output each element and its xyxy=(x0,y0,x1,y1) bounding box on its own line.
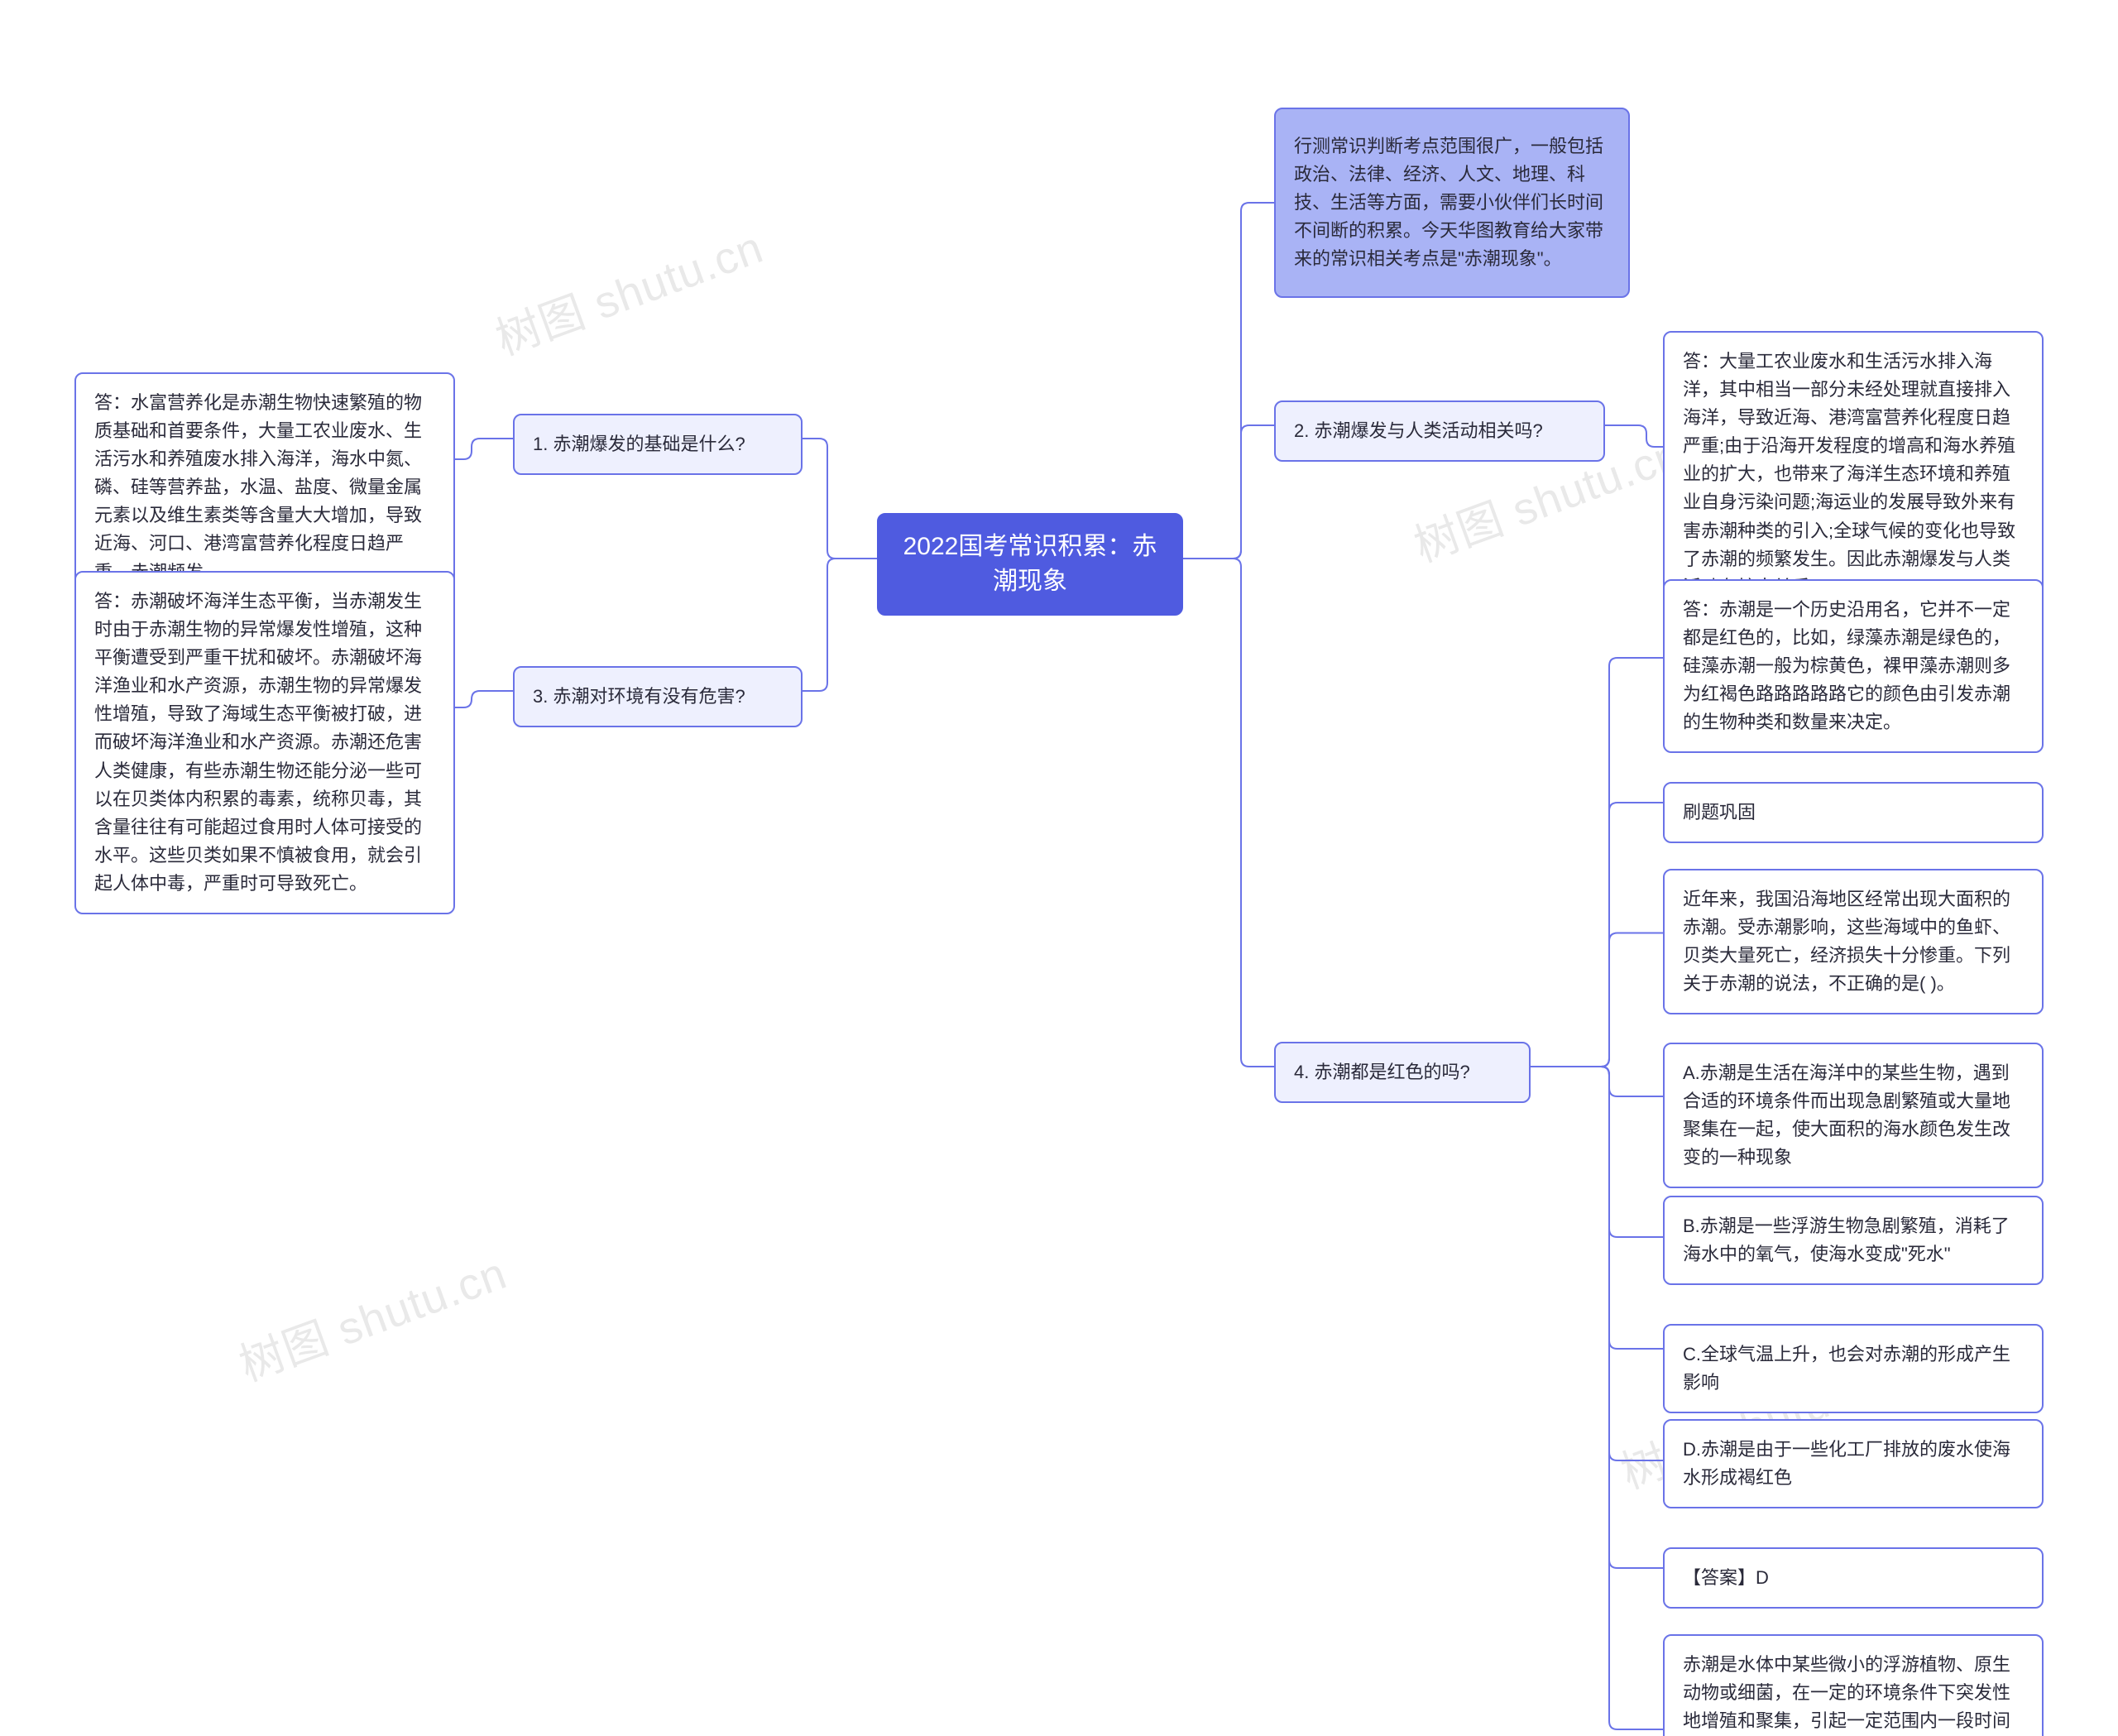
leaf-q1-answer[interactable]: 答：水富营养化是赤潮生物快速繁殖的物质基础和首要条件，大量工农业废水、生活污水和… xyxy=(74,372,455,603)
root-node[interactable]: 2022国考常识积累：赤潮现象 xyxy=(877,513,1183,616)
leaf-q4-explanation[interactable]: 赤潮是水体中某些微小的浮游植物、原生动物或细菌，在一定的环境条件下突发性地增殖和… xyxy=(1663,1634,2044,1736)
mindmap-canvas: 树图 shutu.cn 树图 shutu.cn 树图 shutu.cn 树图 s… xyxy=(0,0,2118,1736)
leaf-q4-c4-text: B.赤潮是一些浮游生物急剧繁殖，消耗了海水中的氧气，使海水变成"死水" xyxy=(1683,1212,2024,1268)
leaf-q4-c0-text: 答：赤潮是一个历史沿用名，它并不一定都是红色的，比如，绿藻赤潮是绿色的，硅藻赤潮… xyxy=(1683,596,2024,736)
intro-node[interactable]: 行测常识判断考点范围很广，一般包括政治、法律、经济、人文、地理、科技、生活等方面… xyxy=(1274,108,1630,298)
leaf-q1-answer-text: 答：水富营养化是赤潮生物快速繁殖的物质基础和首要条件，大量工农业废水、生活污水和… xyxy=(94,389,435,587)
branch-q3-label: 3. 赤潮对环境有没有危害? xyxy=(533,683,745,711)
leaf-q4-c2-text: 近年来，我国沿海地区经常出现大面积的赤潮。受赤潮影响，这些海域中的鱼虾、贝类大量… xyxy=(1683,885,2024,998)
leaf-q2-answer-text: 答：大量工农业废水和生活污水排入海洋，其中相当一部分未经处理就直接排入海洋，导致… xyxy=(1683,348,2024,602)
leaf-q4-c8-text: 赤潮是水体中某些微小的浮游植物、原生动物或细菌，在一定的环境条件下突发性地增殖和… xyxy=(1683,1651,2024,1736)
leaf-q4-answer-key[interactable]: 【答案】D xyxy=(1663,1547,2044,1609)
leaf-q4-option-b[interactable]: B.赤潮是一些浮游生物急剧繁殖，消耗了海水中的氧气，使海水变成"死水" xyxy=(1663,1196,2044,1285)
leaf-q4-c7-text: 【答案】D xyxy=(1683,1564,1769,1592)
leaf-q4-option-c[interactable]: C.全球气温上升，也会对赤潮的形成产生影响 xyxy=(1663,1324,2044,1413)
leaf-q4-c1-text: 刷题巩固 xyxy=(1683,798,1756,827)
branch-q3[interactable]: 3. 赤潮对环境有没有危害? xyxy=(513,666,803,727)
branch-q1[interactable]: 1. 赤潮爆发的基础是什么? xyxy=(513,414,803,475)
branch-q2[interactable]: 2. 赤潮爆发与人类活动相关吗? xyxy=(1274,400,1605,462)
leaf-q4-option-a[interactable]: A.赤潮是生活在海洋中的某些生物，遇到合适的环境条件而出现急剧繁殖或大量地聚集在… xyxy=(1663,1043,2044,1188)
leaf-q4-c3-text: A.赤潮是生活在海洋中的某些生物，遇到合适的环境条件而出现急剧繁殖或大量地聚集在… xyxy=(1683,1059,2024,1172)
leaf-q4-answer[interactable]: 答：赤潮是一个历史沿用名，它并不一定都是红色的，比如，绿藻赤潮是绿色的，硅藻赤潮… xyxy=(1663,579,2044,753)
watermark: 树图 shutu.cn xyxy=(229,1237,515,1394)
leaf-q3-answer-text: 答：赤潮破坏海洋生态平衡，当赤潮发生时由于赤潮生物的异常爆发性增殖，这种平衡遭受… xyxy=(94,587,435,898)
leaf-q4-question-stem[interactable]: 近年来，我国沿海地区经常出现大面积的赤潮。受赤潮影响，这些海域中的鱼虾、贝类大量… xyxy=(1663,869,2044,1014)
leaf-q4-c5-text: C.全球气温上升，也会对赤潮的形成产生影响 xyxy=(1683,1340,2024,1397)
leaf-q4-practice[interactable]: 刷题巩固 xyxy=(1663,782,2044,843)
branch-q2-label: 2. 赤潮爆发与人类活动相关吗? xyxy=(1294,417,1543,445)
leaf-q2-answer[interactable]: 答：大量工农业废水和生活污水排入海洋，其中相当一部分未经处理就直接排入海洋，导致… xyxy=(1663,331,2044,618)
intro-text: 行测常识判断考点范围很广，一般包括政治、法律、经济、人文、地理、科技、生活等方面… xyxy=(1294,132,1610,273)
branch-q1-label: 1. 赤潮爆发的基础是什么? xyxy=(533,430,745,458)
root-label: 2022国考常识积累：赤潮现象 xyxy=(897,530,1163,599)
leaf-q3-answer[interactable]: 答：赤潮破坏海洋生态平衡，当赤潮发生时由于赤潮生物的异常爆发性增殖，这种平衡遭受… xyxy=(74,571,455,914)
leaf-q4-c6-text: D.赤潮是由于一些化工厂排放的废水使海水形成褐红色 xyxy=(1683,1436,2024,1492)
branch-q4-label: 4. 赤潮都是红色的吗? xyxy=(1294,1058,1470,1086)
watermark: 树图 shutu.cn xyxy=(486,211,771,368)
leaf-q4-option-d[interactable]: D.赤潮是由于一些化工厂排放的废水使海水形成褐红色 xyxy=(1663,1419,2044,1508)
branch-q4[interactable]: 4. 赤潮都是红色的吗? xyxy=(1274,1042,1531,1103)
